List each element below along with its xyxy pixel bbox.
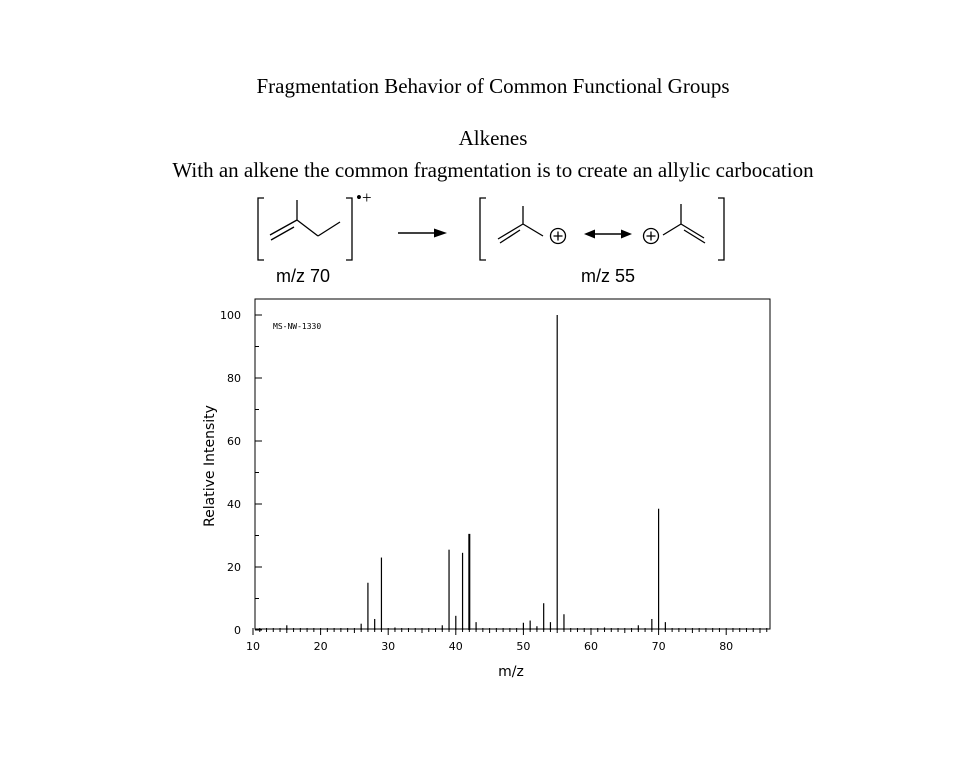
left-double-bond — [499, 229, 521, 244]
reaction-arrow — [398, 228, 447, 238]
spectrum-peaks — [286, 315, 666, 630]
intro-text: With an alkene the common fragmentation … — [172, 158, 814, 182]
y-tick-label: 80 — [227, 372, 241, 385]
fragment-ion-label: m/z 55 — [581, 266, 636, 286]
parent-ion-label: m/z 70 — [276, 266, 331, 286]
x-tick-label: 20 — [314, 640, 328, 653]
parent-ion-structure — [257, 197, 353, 261]
bracket-left — [479, 197, 486, 261]
y-tick-label: 60 — [227, 435, 241, 448]
y-tick-label: 40 — [227, 498, 241, 511]
spectrum-id-label: MS-NW-1330 — [273, 322, 321, 331]
x-tick-label: 50 — [516, 640, 530, 653]
right-resonance-bonds — [662, 204, 705, 239]
bond-lines — [269, 200, 341, 237]
mass-spectrum-chart: 0 20 40 60 80 100 10 20 30 40 50 60 70 80 MS-NW-1330… — [202, 298, 771, 680]
x-tick-label: 30 — [381, 640, 395, 653]
x-tick-label: 70 — [652, 640, 666, 653]
right-double-bond — [683, 229, 706, 244]
bracket-left — [257, 197, 264, 261]
y-tick-label: 0 — [234, 624, 241, 637]
x-tick-label: 10 — [246, 640, 260, 653]
fragment-ion-structure — [479, 197, 725, 261]
x-tick-label: 40 — [449, 640, 463, 653]
radical-cation-charge: •+ — [356, 188, 372, 207]
y-axis-label: Relative Intensity — [202, 405, 218, 527]
right-charge-plus — [646, 231, 656, 241]
x-tick-label: 60 — [584, 640, 598, 653]
left-charge-circle — [549, 227, 567, 245]
page-title: Fragmentation Behavior of Common Functio… — [256, 74, 730, 98]
right-charge-circle — [642, 227, 660, 245]
left-charge-plus — [553, 231, 563, 241]
left-resonance-bonds — [497, 206, 544, 240]
x-tick-label: 80 — [719, 640, 733, 653]
y-axis: 0 20 40 60 80 100 — [220, 309, 262, 637]
bracket-right — [346, 197, 353, 261]
bracket-right — [718, 197, 725, 261]
fragmentation-scheme: •+ — [257, 188, 725, 261]
x-axis: 10 20 30 40 50 60 70 80 — [246, 628, 768, 653]
double-bond-line — [270, 226, 295, 241]
section-heading: Alkenes — [458, 126, 528, 150]
x-axis-label: m/z — [498, 664, 524, 680]
plot-frame — [254, 298, 771, 630]
y-tick-label: 20 — [227, 561, 241, 574]
resonance-arrow — [584, 229, 632, 239]
y-tick-label: 100 — [220, 309, 241, 322]
